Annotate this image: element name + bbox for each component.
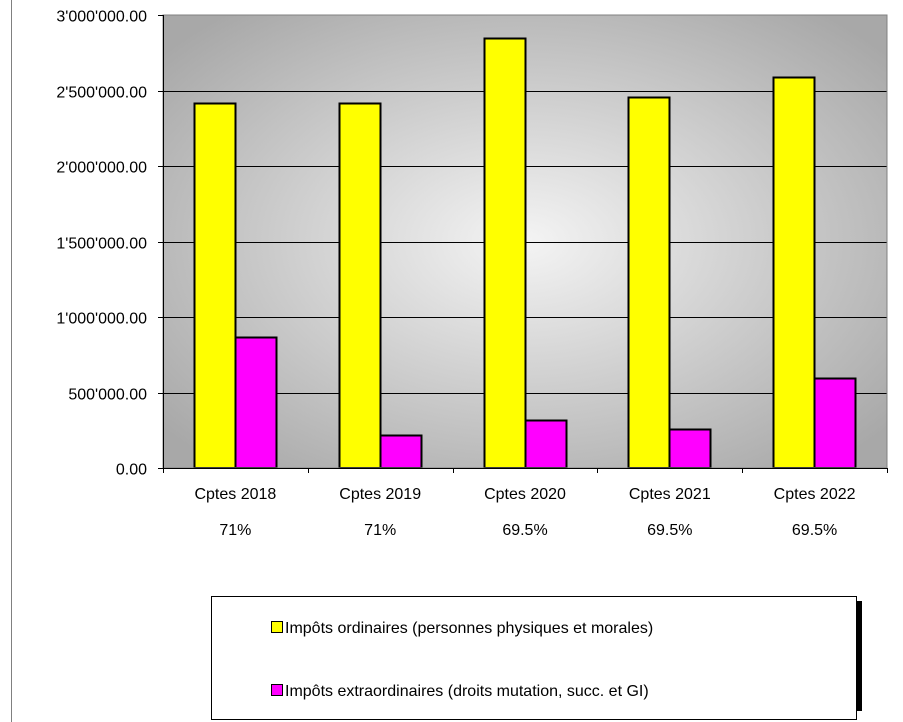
bar-ordinaires [338, 102, 382, 469]
x-category-percentage: 69.5% [502, 522, 547, 539]
x-category-label: Cptes 2022 [774, 486, 856, 503]
y-tick-label: 2'000'000.00 [56, 160, 147, 177]
legend-box [211, 596, 857, 720]
x-category-percentage: 71% [219, 522, 251, 539]
x-category-label: Cptes 2020 [484, 486, 566, 503]
y-tick-label: 0.00 [116, 462, 147, 479]
bar-extraordinaires [379, 434, 423, 469]
bar-ordinaires [483, 37, 527, 469]
bar-extraordinaires [668, 428, 712, 469]
bar-extraordinaires [524, 419, 568, 469]
x-category-percentage: 69.5% [792, 522, 837, 539]
y-tick-label: 500'000.00 [68, 387, 147, 404]
x-category-label: Cptes 2021 [629, 486, 711, 503]
legend-shadow [857, 601, 862, 711]
legend-swatch-extraordinaires [271, 684, 283, 696]
bar-extraordinaires [234, 336, 278, 469]
y-tick-label: 1'000'000.00 [56, 311, 147, 328]
x-category-percentage: 69.5% [647, 522, 692, 539]
x-category-percentage: 71% [364, 522, 396, 539]
legend-label-extraordinaires: Impôts extraordinaires (droits mutation,… [285, 683, 649, 700]
y-tick-label: 1'500'000.00 [56, 236, 147, 253]
x-axis: Cptes 2018 71% Cptes 2019 71% Cptes 2020 69.5… [163, 468, 888, 539]
bar-ordinaires [193, 102, 237, 469]
bar-ordinaires [772, 76, 816, 469]
legend-label-ordinaires: Impôts ordinaires (personnes physiques e… [285, 620, 653, 637]
legend-swatch-ordinaires [271, 621, 283, 633]
legend: Impôts ordinaires (personnes physiques e… [211, 596, 862, 720]
bar-extraordinaires [813, 377, 857, 469]
y-tick-label: 3'000'000.00 [56, 9, 147, 26]
x-category-label: Cptes 2019 [339, 486, 421, 503]
y-axis: 0.00 500'000.00 1'000'000.00 1'500'000.00 2'… [56, 9, 164, 479]
bars [193, 37, 857, 469]
x-category-label: Cptes 2018 [194, 486, 276, 503]
bar-ordinaires [627, 96, 671, 469]
y-tick-label: 2'500'000.00 [56, 85, 147, 102]
